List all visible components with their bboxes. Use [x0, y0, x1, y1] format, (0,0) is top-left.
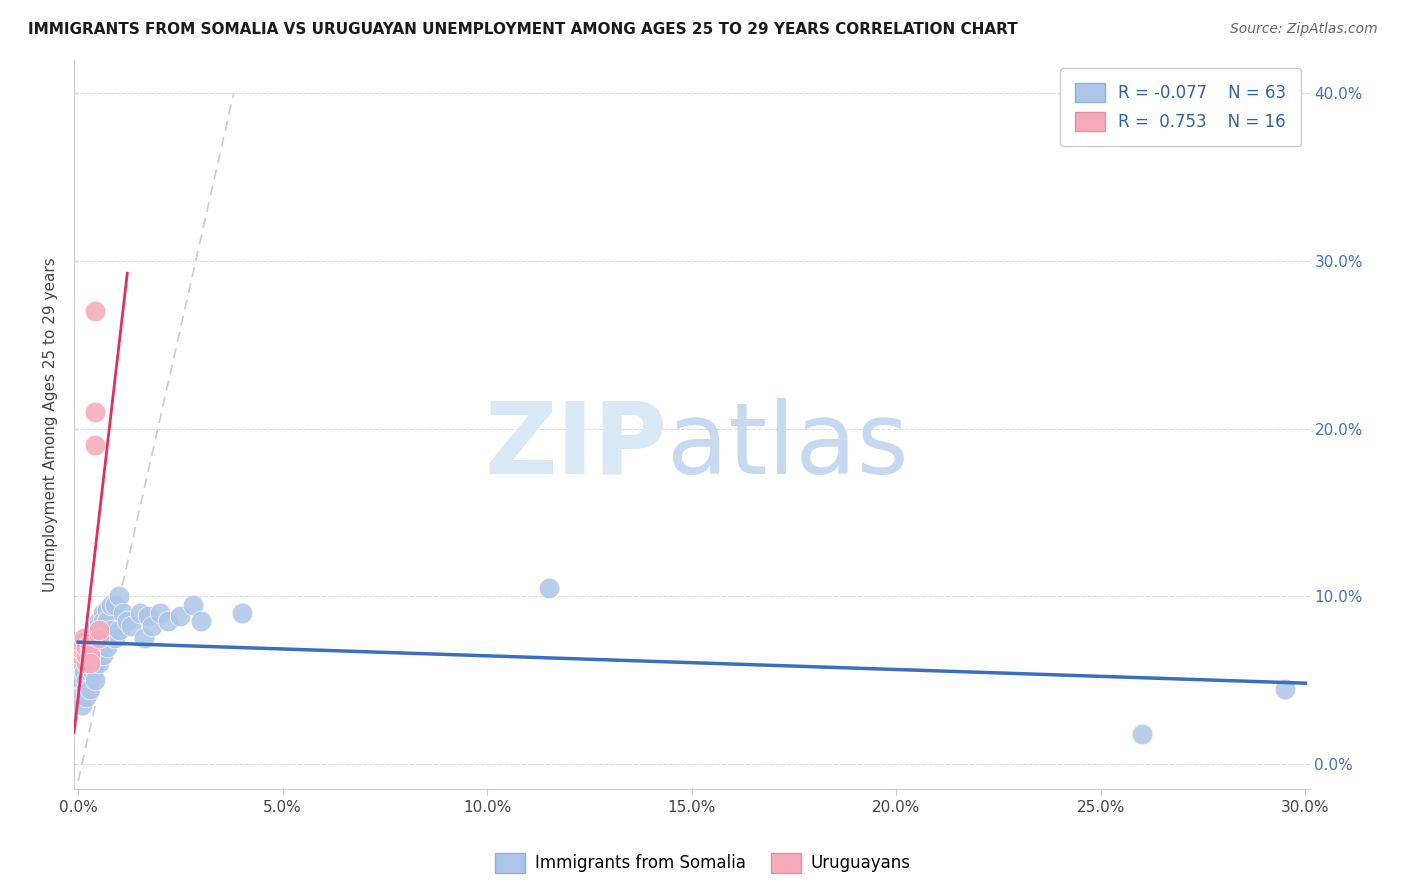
Point	[75, 657, 97, 671]
Point	[79, 681, 101, 696]
Point	[83, 405, 105, 419]
Point	[79, 631, 101, 645]
Point	[79, 643, 101, 657]
Point	[87, 657, 110, 671]
Point	[79, 648, 101, 662]
Point	[79, 640, 101, 654]
Point	[72, 698, 94, 713]
Point	[108, 589, 131, 603]
Point	[104, 598, 127, 612]
Y-axis label: Unemployment Among Ages 25 to 29 years: Unemployment Among Ages 25 to 29 years	[44, 257, 58, 591]
Point	[69, 648, 91, 662]
Point	[91, 631, 114, 645]
Point	[79, 648, 101, 662]
Point	[73, 631, 96, 645]
Point	[157, 615, 180, 629]
Point	[72, 665, 94, 679]
Point	[79, 657, 101, 671]
Point	[75, 657, 97, 671]
Point	[231, 606, 253, 620]
Point	[91, 606, 114, 620]
Point	[1130, 727, 1153, 741]
Point	[91, 615, 114, 629]
Text: ZIP: ZIP	[484, 398, 666, 495]
Point	[82, 626, 104, 640]
Point	[181, 598, 204, 612]
Point	[100, 623, 122, 637]
Text: IMMIGRANTS FROM SOMALIA VS URUGUAYAN UNEMPLOYMENT AMONG AGES 25 TO 29 YEARS CORR: IMMIGRANTS FROM SOMALIA VS URUGUAYAN UNE…	[28, 22, 1018, 37]
Point	[537, 581, 560, 595]
Point	[87, 640, 110, 654]
Point	[83, 631, 105, 645]
Point	[149, 606, 172, 620]
Point	[75, 640, 97, 654]
Point	[83, 623, 105, 637]
Point	[87, 623, 110, 637]
Point	[83, 640, 105, 654]
Point	[87, 631, 110, 645]
Point	[169, 609, 191, 624]
Point	[79, 636, 101, 650]
Point	[136, 609, 159, 624]
Point	[190, 615, 212, 629]
Point	[96, 615, 118, 629]
Point	[75, 690, 97, 704]
Point	[75, 640, 97, 654]
Point	[120, 619, 142, 633]
Point	[73, 665, 96, 679]
Point	[79, 665, 101, 679]
Point	[82, 665, 104, 679]
Point	[79, 657, 101, 671]
Point	[77, 659, 100, 673]
Point	[72, 673, 94, 687]
Point	[83, 673, 105, 687]
Point	[1274, 681, 1296, 696]
Point	[72, 636, 94, 650]
Point	[117, 615, 139, 629]
Point	[87, 615, 110, 629]
Point	[104, 631, 127, 645]
Point	[83, 648, 105, 662]
Point	[83, 657, 105, 671]
Point	[72, 657, 94, 671]
Point	[141, 619, 163, 633]
Point	[132, 631, 155, 645]
Point	[83, 304, 105, 318]
Text: atlas: atlas	[666, 398, 908, 495]
Point	[69, 690, 91, 704]
Point	[100, 598, 122, 612]
Point	[75, 673, 97, 687]
Point	[87, 623, 110, 637]
Point	[91, 648, 114, 662]
Point	[91, 623, 114, 637]
Point	[108, 623, 131, 637]
Point	[73, 648, 96, 662]
Point	[128, 606, 150, 620]
Point	[96, 603, 118, 617]
Point	[83, 438, 105, 452]
Point	[75, 681, 97, 696]
Legend: R = -0.077    N = 63, R =  0.753    N = 16: R = -0.077 N = 63, R = 0.753 N = 16	[1060, 68, 1301, 146]
Point	[112, 606, 135, 620]
Point	[75, 648, 97, 662]
Point	[77, 643, 100, 657]
Point	[96, 640, 118, 654]
Text: Source: ZipAtlas.com: Source: ZipAtlas.com	[1230, 22, 1378, 37]
Point	[87, 631, 110, 645]
Point	[72, 643, 94, 657]
Legend: Immigrants from Somalia, Uruguayans: Immigrants from Somalia, Uruguayans	[488, 847, 918, 880]
